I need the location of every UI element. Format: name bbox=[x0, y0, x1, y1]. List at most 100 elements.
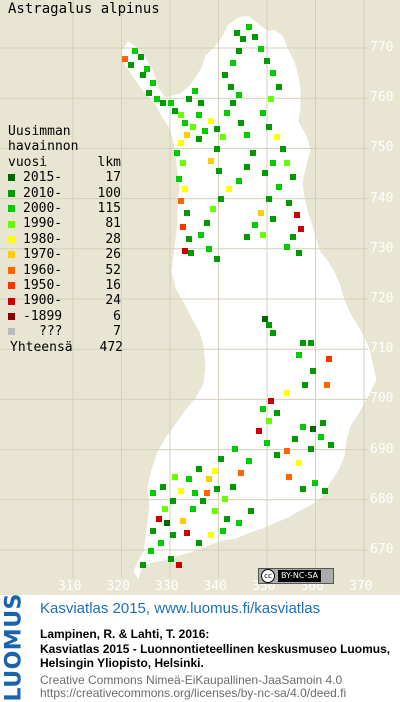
observation-square bbox=[224, 110, 230, 116]
legend-row: 2015- 17 bbox=[8, 170, 123, 185]
legend-row: -1899 6 bbox=[8, 309, 123, 324]
observation-square bbox=[252, 34, 258, 40]
observation-square bbox=[182, 120, 188, 126]
legend-swatch bbox=[8, 220, 15, 228]
observation-square bbox=[244, 164, 250, 170]
observation-square bbox=[262, 170, 268, 176]
lat-label: 770 bbox=[370, 40, 394, 55]
legend-count: 6 bbox=[113, 308, 121, 324]
observation-square bbox=[180, 224, 186, 230]
observation-square bbox=[192, 88, 198, 94]
observation-square bbox=[222, 496, 228, 502]
observation-square bbox=[312, 480, 318, 486]
observation-square bbox=[238, 120, 244, 126]
legend-row: 1980- 28 bbox=[8, 232, 123, 247]
legend-count: 16 bbox=[105, 277, 121, 293]
observation-square bbox=[196, 466, 202, 472]
observation-square bbox=[220, 134, 226, 140]
legend-count: 24 bbox=[105, 293, 121, 309]
legend-count-heading: lkm bbox=[97, 154, 121, 170]
observation-square bbox=[160, 100, 166, 106]
observation-square bbox=[246, 24, 252, 30]
observation-square bbox=[176, 562, 182, 568]
observation-square bbox=[268, 96, 274, 102]
observation-square bbox=[218, 456, 224, 462]
observation-square bbox=[196, 112, 202, 118]
observation-square bbox=[234, 30, 240, 36]
legend-heading-2: havainnon bbox=[8, 139, 79, 155]
species-title: Astragalus alpinus bbox=[8, 1, 160, 17]
observation-square bbox=[284, 160, 290, 166]
map-area: Astragalus alpinus Uusimman havainnon vu… bbox=[0, 0, 394, 594]
observation-square bbox=[302, 382, 308, 388]
lon-label: 310 bbox=[58, 579, 82, 594]
observation-square bbox=[206, 476, 212, 482]
observation-square bbox=[154, 96, 160, 102]
legend-row: 1990- 81 bbox=[8, 216, 123, 231]
observation-square bbox=[222, 72, 228, 78]
lat-label: 700 bbox=[370, 391, 394, 407]
cc-license-badge[interactable]: cc BY-NC-SA bbox=[258, 568, 334, 584]
observation-square bbox=[162, 506, 168, 512]
citation-line-3: Helsingin Yliopisto, Helsinki. bbox=[40, 656, 204, 670]
observation-square bbox=[170, 532, 176, 538]
observation-square bbox=[186, 96, 192, 102]
observation-square bbox=[186, 236, 192, 242]
observation-square bbox=[276, 84, 282, 90]
lon-label: 330 bbox=[155, 579, 179, 594]
license-url[interactable]: https://creativecommons.org/licenses/by-… bbox=[40, 686, 347, 700]
legend-row: 1900- 24 bbox=[8, 293, 123, 308]
observation-square bbox=[270, 216, 276, 222]
legend-swatch bbox=[8, 328, 15, 336]
observation-square bbox=[182, 186, 188, 192]
observation-square bbox=[170, 498, 176, 504]
observation-square bbox=[178, 140, 184, 146]
observation-square bbox=[270, 160, 276, 166]
lat-label: 710 bbox=[370, 341, 394, 357]
legend-label: 1980- bbox=[23, 231, 63, 247]
observation-square bbox=[230, 484, 236, 490]
observation-square bbox=[190, 506, 196, 512]
observation-square bbox=[172, 108, 178, 114]
finland-map bbox=[0, 0, 377, 580]
legend-swatch bbox=[8, 297, 15, 305]
legend-row: 1960- 52 bbox=[8, 263, 123, 278]
observation-square bbox=[246, 458, 252, 464]
observation-square bbox=[238, 470, 244, 476]
observation-square bbox=[214, 126, 220, 132]
observation-square bbox=[252, 222, 258, 228]
observation-square bbox=[326, 356, 332, 362]
legend-label: 1950- bbox=[23, 277, 63, 293]
finland-outline bbox=[121, 15, 377, 580]
observation-square bbox=[244, 132, 250, 138]
legend-row: 2000- 115 bbox=[8, 201, 123, 216]
observation-square bbox=[144, 66, 150, 72]
observation-square bbox=[300, 424, 306, 430]
atlas-title-link[interactable]: Kasviatlas 2015, www.luomus.fi/kasviatla… bbox=[40, 600, 321, 617]
observation-square bbox=[320, 420, 326, 426]
legend: Uusimman havainnon vuosi lkm 2015- 17 2010… bbox=[8, 124, 123, 355]
observation-square bbox=[258, 46, 264, 52]
observation-square bbox=[196, 540, 202, 546]
observation-square bbox=[198, 232, 204, 238]
legend-count: 26 bbox=[105, 247, 121, 263]
observation-square bbox=[214, 146, 220, 152]
observation-square bbox=[122, 56, 128, 62]
observation-square bbox=[174, 150, 180, 156]
lat-label: 730 bbox=[370, 240, 394, 256]
observation-square bbox=[184, 210, 190, 216]
citation-line-2: Kasviatlas 2015 - Luonnontieteellinen ke… bbox=[40, 642, 391, 656]
legend-swatch bbox=[8, 251, 15, 259]
observation-square bbox=[148, 548, 154, 554]
legend-swatch bbox=[8, 266, 15, 274]
observation-square bbox=[256, 428, 262, 434]
observation-square bbox=[236, 178, 242, 184]
legend-rows: 2015- 17 2010- 100 2000- 115 1990- 81 1980- 28 197… bbox=[8, 170, 123, 339]
observation-square bbox=[212, 468, 218, 474]
lon-label: 320 bbox=[106, 579, 130, 594]
legend-swatch bbox=[8, 282, 15, 290]
observation-square bbox=[270, 330, 276, 336]
observation-square bbox=[290, 234, 296, 240]
observation-square bbox=[158, 540, 164, 546]
observation-square bbox=[258, 210, 264, 216]
